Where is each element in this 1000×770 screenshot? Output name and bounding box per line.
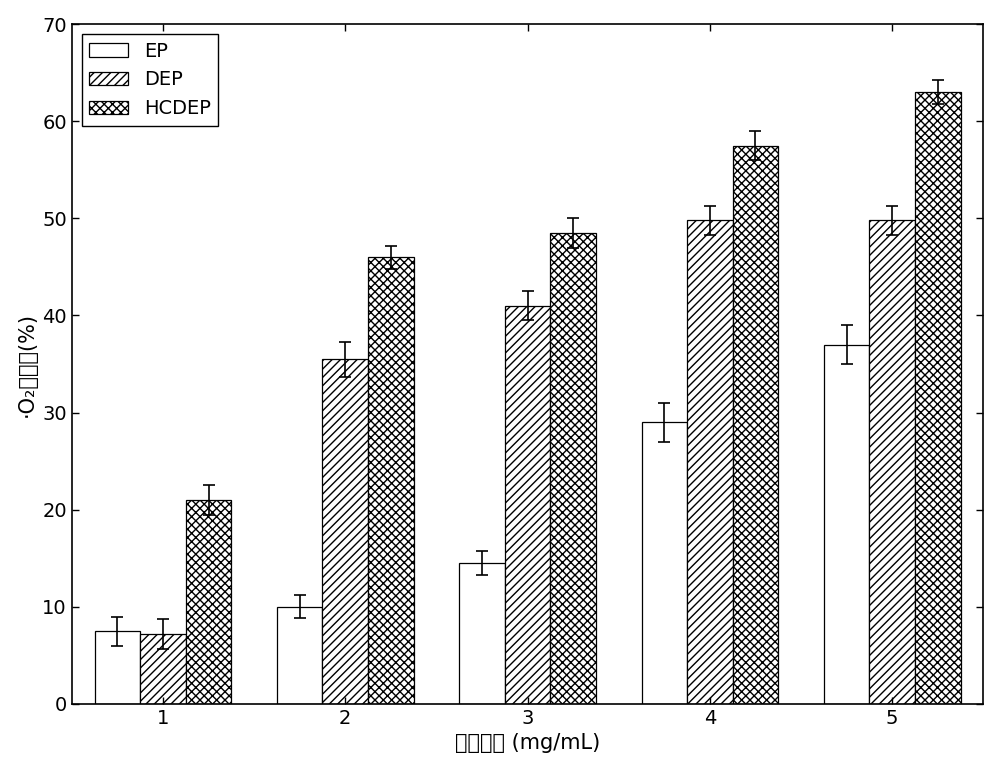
- Bar: [687, 220, 733, 704]
- Bar: [186, 500, 231, 704]
- Bar: [322, 359, 368, 704]
- X-axis label: 样品浓度 (mg/mL): 样品浓度 (mg/mL): [455, 733, 600, 753]
- Bar: [869, 220, 915, 704]
- Bar: [505, 306, 550, 704]
- Bar: [550, 233, 596, 704]
- Bar: [733, 146, 778, 704]
- Y-axis label: ·O₂清除率(%): ·O₂清除率(%): [17, 312, 37, 417]
- Bar: [368, 257, 414, 704]
- Legend: EP, DEP, HCDEP: EP, DEP, HCDEP: [82, 34, 218, 126]
- Bar: [140, 634, 186, 704]
- Bar: [915, 92, 961, 704]
- Bar: [824, 345, 869, 704]
- Bar: [277, 607, 322, 704]
- Bar: [95, 631, 140, 704]
- Bar: [642, 422, 687, 704]
- Bar: [459, 563, 505, 704]
